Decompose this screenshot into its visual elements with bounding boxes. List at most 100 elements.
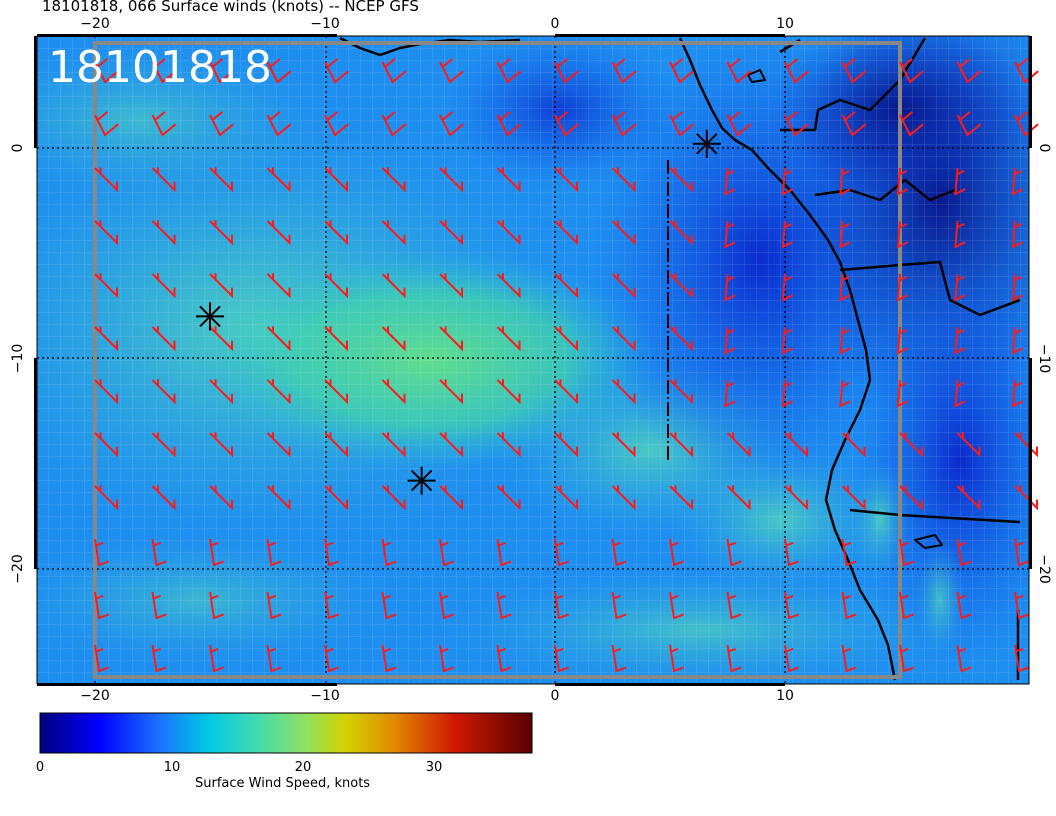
wind-barb	[381, 644, 397, 673]
wind-barb	[669, 432, 693, 458]
wind-barb	[94, 432, 118, 458]
lat-label-right-2: −20	[1036, 554, 1052, 584]
wind-barb	[784, 485, 808, 511]
wind-barb	[209, 167, 233, 193]
wind-barb	[839, 167, 851, 196]
wind-barb	[151, 432, 176, 458]
wind-barb	[611, 485, 636, 511]
wind-barb	[324, 644, 339, 673]
wind-barb	[611, 273, 636, 299]
station-a-marker	[196, 302, 224, 331]
wind-barb	[151, 538, 167, 567]
wind-barb	[1014, 538, 1029, 567]
wind-barb	[1011, 326, 1024, 355]
lon-label-top-1: −10	[310, 16, 340, 32]
wind-barb	[839, 220, 851, 249]
wind-barb	[899, 485, 923, 511]
lat-label-left-2: −20	[10, 554, 26, 584]
subdomain-box	[93, 41, 902, 679]
wind-barb	[611, 644, 627, 673]
wind-speed-field	[37, 36, 1029, 684]
wind-barb	[439, 326, 463, 352]
wind-barb	[266, 220, 291, 246]
wind-barb	[611, 591, 627, 620]
wind-barb	[554, 273, 578, 299]
wind-barb	[209, 273, 233, 299]
wind-barb	[439, 220, 463, 246]
wind-barb	[266, 273, 291, 299]
wind-barb	[151, 273, 176, 299]
station-b-marker	[407, 466, 436, 495]
wind-barb	[94, 379, 118, 405]
wind-barb	[209, 220, 233, 246]
lon-label-bottom-3: 10	[776, 688, 794, 704]
wind-barb	[1011, 379, 1024, 408]
wind-barb	[554, 58, 579, 84]
wind-barb	[439, 167, 463, 193]
lon-label-bottom-1: −10	[310, 688, 340, 704]
colorbar-tick-20: 20	[294, 760, 312, 775]
wind-barb	[726, 644, 742, 673]
wind-barb	[841, 58, 867, 84]
wind-barb	[554, 538, 569, 567]
wind-barb	[724, 379, 736, 408]
wind-barb	[896, 273, 909, 302]
wind-barb	[266, 111, 292, 137]
lat-label-right-1: −10	[1036, 344, 1052, 374]
wind-barb	[1011, 220, 1024, 249]
wind-barb	[724, 326, 736, 355]
wind-barb	[381, 111, 407, 137]
wind-barb	[1014, 432, 1038, 458]
wind-barb	[554, 379, 578, 405]
wind-barb	[839, 273, 851, 302]
wind-barb	[669, 167, 693, 193]
wind-barb	[841, 432, 866, 458]
wind-barb	[496, 379, 521, 405]
colorbar-tick-30: 30	[425, 760, 443, 775]
wind-barb	[781, 273, 794, 302]
wind-barb	[554, 167, 578, 193]
wind-barb	[209, 538, 224, 567]
wind-barb	[324, 58, 349, 84]
wind-barb	[381, 273, 406, 299]
wind-barb	[554, 591, 569, 620]
wind-barb	[151, 379, 176, 405]
wind-barbs	[94, 58, 1039, 673]
wind-barb	[669, 220, 693, 246]
wind-barb	[496, 167, 521, 193]
wind-barb	[669, 111, 694, 137]
wind-barb	[439, 58, 464, 84]
wind-barb	[381, 485, 406, 511]
wind-barb	[209, 432, 233, 458]
wind-barb	[439, 538, 454, 567]
wind-barb	[611, 432, 636, 458]
wind-barb	[896, 167, 909, 196]
wind-barb	[381, 379, 406, 405]
wind-barb	[669, 58, 694, 84]
wind-barb	[669, 644, 684, 673]
wind-barb	[439, 644, 454, 673]
wind-barb	[899, 538, 914, 567]
wind-barb	[439, 485, 463, 511]
lon-label-top-3: 10	[776, 16, 794, 32]
wind-barb	[899, 591, 914, 620]
wind-barb	[841, 538, 857, 567]
colorbar-tick-10: 10	[163, 760, 181, 775]
wind-barb	[554, 111, 579, 137]
wind-barb	[94, 591, 109, 620]
wind-barb	[266, 644, 282, 673]
wind-barb	[726, 111, 752, 137]
wind-barb	[669, 273, 693, 299]
map-title: 18101818, 066 Surface winds (knots) -- N…	[42, 0, 419, 15]
wind-barb	[1011, 273, 1024, 302]
wind-barb	[94, 58, 119, 84]
lon-label-bottom-2: 0	[551, 688, 560, 704]
wind-barb	[381, 220, 406, 246]
wind-barb	[266, 485, 291, 511]
lat-label-left-0: 0	[10, 144, 26, 153]
wind-barb	[554, 485, 578, 511]
wind-barb	[94, 485, 118, 511]
wind-barb	[496, 644, 512, 673]
wind-barb	[496, 485, 521, 511]
wind-barb	[209, 485, 233, 511]
